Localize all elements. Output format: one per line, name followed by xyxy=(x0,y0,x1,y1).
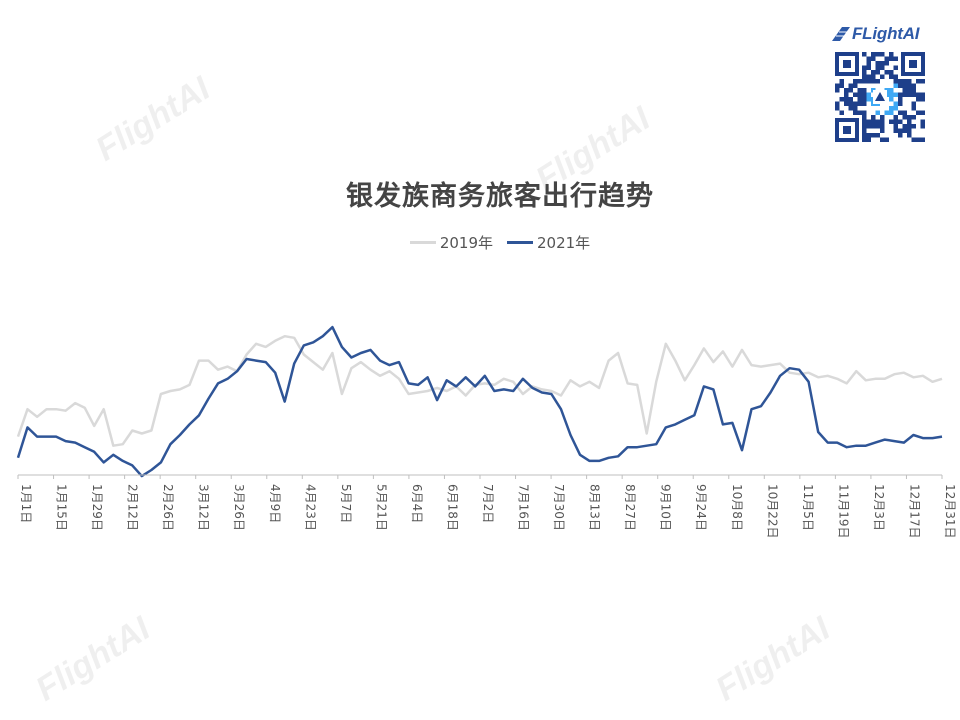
x-tick-label: 1月1日 xyxy=(19,484,33,523)
x-tick-label: 9月24日 xyxy=(694,484,708,531)
x-tick-label: 12月17日 xyxy=(907,484,921,539)
series-line-2021 xyxy=(16,325,943,478)
legend-swatch-2019 xyxy=(409,241,436,244)
chart-legend: 2019年 2021年 xyxy=(0,232,960,253)
x-tick-label: 3月12日 xyxy=(197,484,211,531)
x-tick-label: 1月15日 xyxy=(55,484,69,531)
x-tick-label: 1月29日 xyxy=(90,484,104,531)
legend-label-2019: 2019年 xyxy=(439,234,493,252)
x-tick-label: 8月27日 xyxy=(623,484,637,531)
x-tick-label: 7月16日 xyxy=(517,484,531,531)
x-tick-label: 9月10日 xyxy=(659,484,673,531)
x-tick-label: 5月21日 xyxy=(374,484,388,531)
x-tick-label: 10月8日 xyxy=(730,484,744,531)
legend-item-2021: 2021年 xyxy=(507,232,590,253)
x-tick-label: 11月19日 xyxy=(836,484,850,539)
x-tick-label: 7月2日 xyxy=(481,484,495,523)
chart-title: 银发族商务旅客出行趋势 xyxy=(346,181,654,212)
series-line-2019 xyxy=(16,334,943,447)
x-tick-label: 2月26日 xyxy=(161,484,175,531)
plane-logo-icon xyxy=(832,27,850,41)
legend-item-2019: 2019年 xyxy=(409,232,493,253)
x-tick-label: 6月4日 xyxy=(410,484,424,523)
x-tick-label: 12月3日 xyxy=(872,484,886,531)
x-tick-label: 10月22日 xyxy=(765,484,779,539)
x-tick-label: 4月23日 xyxy=(303,484,317,531)
legend-label-2021: 2021年 xyxy=(537,234,591,252)
x-tick-label: 12月31日 xyxy=(943,484,957,539)
x-tick-label: 6月18日 xyxy=(445,484,459,531)
x-tick-label: 11月5日 xyxy=(801,484,815,531)
logo-text: FLightAI xyxy=(852,24,920,43)
x-tick-label: 5月7日 xyxy=(339,484,353,523)
x-tick-label: 4月9日 xyxy=(268,484,282,523)
legend-swatch-2021 xyxy=(507,241,533,244)
x-tick-label: 2月12日 xyxy=(126,484,140,531)
x-tick-label: 3月26日 xyxy=(232,484,246,531)
qr-code-icon xyxy=(835,52,925,142)
x-tick-label: 8月13日 xyxy=(588,484,602,531)
brand-logo: FLightAI xyxy=(832,24,932,44)
x-tick-label: 7月30日 xyxy=(552,484,566,531)
